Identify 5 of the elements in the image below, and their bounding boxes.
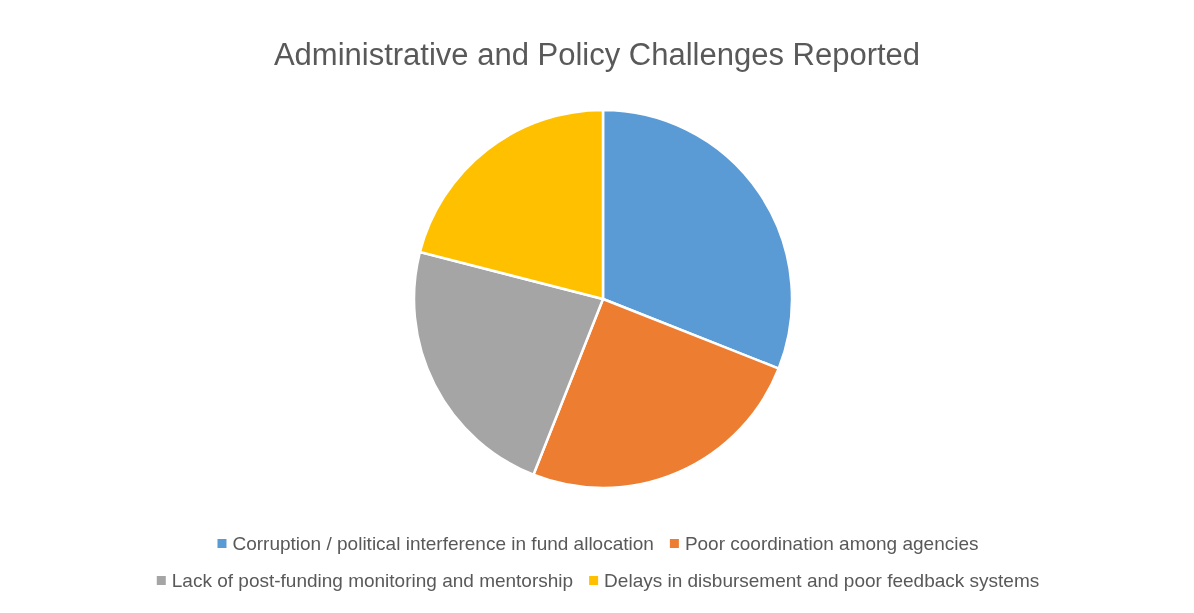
legend-label: Lack of post-funding monitoring and mentorship	[171, 570, 574, 591]
legend-label: Corruption / political interference in fund allocation	[232, 533, 654, 554]
chart-title: Administrative and Policy Challenges Reported	[273, 37, 921, 72]
legend-label: Delays in disbursement and poor feedback systems	[604, 570, 1040, 591]
legend-label: Poor coordination among agencies	[684, 533, 979, 554]
